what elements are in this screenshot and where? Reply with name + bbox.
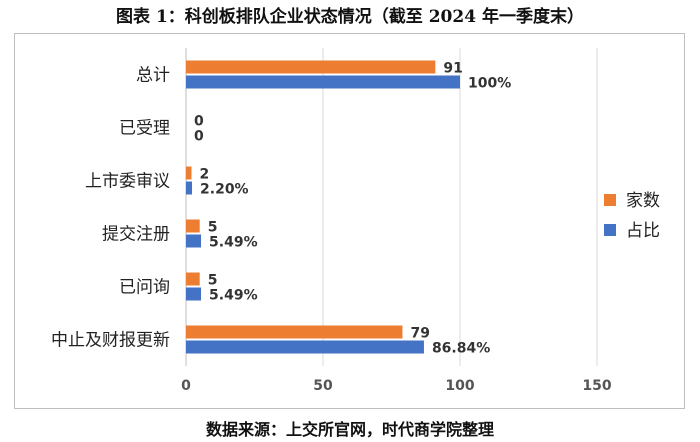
category-label: 已受理 <box>119 119 170 139</box>
data-label: 5 <box>208 273 218 289</box>
data-label: 79 <box>410 326 429 342</box>
data-label: 100% <box>468 76 511 92</box>
bar-share <box>186 234 202 248</box>
data-label: 5.49% <box>209 288 258 304</box>
category-label: 上市委审议 <box>85 172 170 192</box>
data-label: 86.84% <box>432 341 490 357</box>
bar-share <box>186 287 202 301</box>
bar-count <box>186 272 200 286</box>
bar-count <box>186 60 436 74</box>
data-label: 2.20% <box>200 182 249 198</box>
category-label: 提交注册 <box>102 225 170 245</box>
chart-title: 图表 1：科创板排队企业状态情况（截至 2024 年一季度末） <box>116 7 584 27</box>
x-tick-label: 50 <box>313 378 333 394</box>
data-label: 2 <box>199 167 209 183</box>
bar-share <box>186 340 424 354</box>
category-label: 中止及财报更新 <box>51 331 170 351</box>
bar-count <box>186 219 200 233</box>
category-label: 已问询 <box>119 278 170 298</box>
bar-count <box>186 166 192 180</box>
x-tick-label: 100 <box>445 378 474 394</box>
legend-label: 占比 <box>626 221 660 241</box>
legend-label: 家数 <box>626 191 660 211</box>
legend-swatch <box>604 194 616 206</box>
category-label: 总计 <box>136 66 170 86</box>
chart-source: 数据来源：上交所官网，时代商学院整理 <box>205 420 494 439</box>
data-label: 0 <box>194 114 204 130</box>
chart-frame <box>14 33 685 409</box>
x-tick-label: 0 <box>181 378 191 394</box>
x-tick-label: 150 <box>582 378 611 394</box>
bar-share <box>186 75 460 89</box>
legend-swatch <box>604 224 616 236</box>
data-label: 0 <box>194 129 204 145</box>
data-label: 5 <box>208 220 218 236</box>
bar-count <box>186 325 403 339</box>
bar-share <box>186 181 193 195</box>
data-label: 91 <box>443 61 462 77</box>
data-label: 5.49% <box>209 235 258 251</box>
